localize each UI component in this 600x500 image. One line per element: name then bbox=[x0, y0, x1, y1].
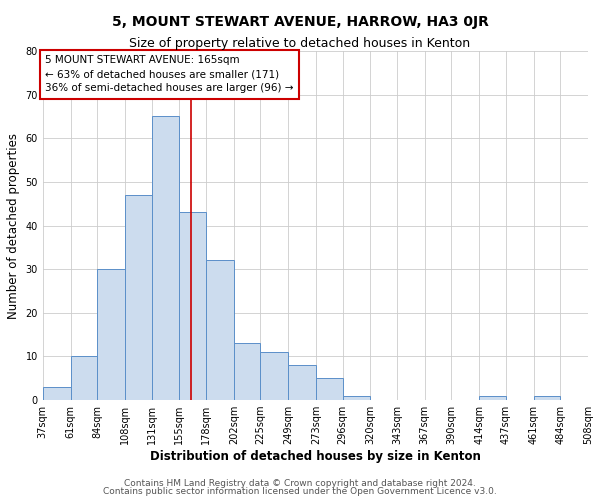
Text: Contains HM Land Registry data © Crown copyright and database right 2024.: Contains HM Land Registry data © Crown c… bbox=[124, 478, 476, 488]
Bar bbox=[234, 344, 260, 400]
Text: 5 MOUNT STEWART AVENUE: 165sqm
← 63% of detached houses are smaller (171)
36% of: 5 MOUNT STEWART AVENUE: 165sqm ← 63% of … bbox=[45, 56, 293, 94]
Bar bbox=[125, 195, 152, 400]
Bar bbox=[316, 378, 343, 400]
Bar bbox=[152, 116, 179, 400]
Y-axis label: Number of detached properties: Number of detached properties bbox=[7, 132, 20, 318]
Bar bbox=[343, 396, 370, 400]
Bar bbox=[260, 352, 288, 400]
Bar bbox=[206, 260, 234, 400]
Bar bbox=[179, 212, 206, 400]
Text: Size of property relative to detached houses in Kenton: Size of property relative to detached ho… bbox=[130, 38, 470, 51]
Bar bbox=[71, 356, 97, 400]
X-axis label: Distribution of detached houses by size in Kenton: Distribution of detached houses by size … bbox=[150, 450, 481, 463]
Text: Contains public sector information licensed under the Open Government Licence v3: Contains public sector information licen… bbox=[103, 487, 497, 496]
Bar bbox=[97, 269, 125, 400]
Bar bbox=[479, 396, 506, 400]
Text: 5, MOUNT STEWART AVENUE, HARROW, HA3 0JR: 5, MOUNT STEWART AVENUE, HARROW, HA3 0JR bbox=[112, 15, 488, 29]
Bar bbox=[533, 396, 560, 400]
Bar bbox=[43, 387, 71, 400]
Bar bbox=[288, 365, 316, 400]
